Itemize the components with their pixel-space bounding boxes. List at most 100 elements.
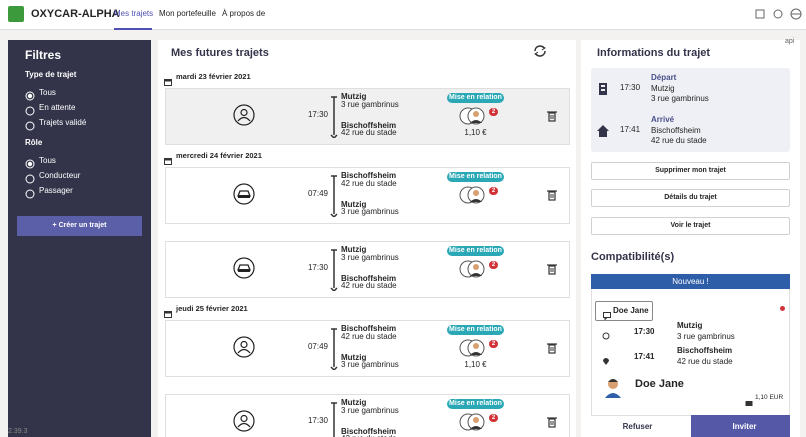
trip-summary <box>591 68 790 152</box>
icon-part <box>25 159 35 169</box>
radio-button[interactable] <box>25 103 35 116</box>
icon-part <box>25 91 35 101</box>
nav-tab[interactable]: Mon portefeuille <box>159 9 216 18</box>
icon-part <box>233 336 255 358</box>
icon-part <box>240 108 248 117</box>
icon-part <box>547 111 557 122</box>
nav-tab[interactable]: À propos de <box>222 9 266 18</box>
radio-button[interactable] <box>25 186 35 199</box>
icon-part <box>27 93 33 99</box>
window-icons[interactable] <box>755 7 805 21</box>
radio-label: En attente <box>39 103 76 112</box>
action-button[interactable] <box>591 162 790 180</box>
icon-part <box>459 339 485 357</box>
active-tab-underline <box>114 28 152 30</box>
delete-icon[interactable] <box>547 188 557 201</box>
from-city: Bischoffsheim <box>341 324 397 333</box>
chip[interactable] <box>595 301 653 321</box>
filter-label: Type de trajet <box>25 70 77 79</box>
summary-city: Mutzig <box>651 84 675 93</box>
create-trip-label: + Créer un trajet <box>52 222 107 229</box>
delete-icon[interactable] <box>547 262 557 275</box>
icon-part <box>164 311 172 318</box>
icon-part <box>548 265 556 275</box>
icon-part <box>330 249 338 293</box>
chip-label: Doe Jane <box>613 306 649 315</box>
summary-label: Départ <box>651 73 677 82</box>
icon-part <box>237 116 251 122</box>
trip-card[interactable] <box>165 167 570 224</box>
trip-card[interactable] <box>165 394 570 437</box>
icon-part <box>473 111 479 117</box>
icon-part <box>470 352 482 355</box>
create-trip-button[interactable] <box>17 216 142 236</box>
app-name: OXYCAR-ALPHA <box>31 8 120 20</box>
accept-button[interactable] <box>691 415 790 437</box>
icon-part <box>233 410 255 432</box>
radio-button[interactable] <box>25 118 35 131</box>
trip-time: 07:49 <box>307 342 328 351</box>
status-label: Mise en relation <box>449 173 502 180</box>
trip-time: 17:30 <box>307 263 328 272</box>
compat-title: Compatibilité(s) <box>591 251 675 263</box>
reject-button[interactable] <box>591 415 691 437</box>
icon-part <box>603 312 611 318</box>
refresh-icon[interactable] <box>533 45 547 57</box>
icon-part <box>473 264 479 270</box>
radio-button[interactable] <box>25 156 35 169</box>
trip-time: 17:30 <box>307 110 328 119</box>
avatars <box>459 413 487 431</box>
match-arrival-icon <box>602 352 610 365</box>
icon-part <box>233 336 255 358</box>
action-button[interactable] <box>591 189 790 207</box>
icon-part <box>473 417 479 423</box>
radio-button[interactable] <box>25 88 35 101</box>
count-badge <box>489 108 498 116</box>
icon-part <box>601 85 605 87</box>
departure-icon <box>597 82 609 95</box>
count-badge <box>489 261 498 269</box>
icon-part <box>605 379 621 398</box>
icon-part <box>25 189 35 199</box>
icon-part <box>25 174 35 184</box>
icon-part <box>237 348 251 354</box>
reject-label: Refuser <box>622 422 653 431</box>
status-label: Mise en relation <box>449 247 502 254</box>
to-city: Bischoffsheim <box>341 427 397 436</box>
radio-button[interactable] <box>25 171 35 184</box>
count-badge <box>489 340 498 348</box>
icon-part <box>238 269 250 272</box>
action-button[interactable] <box>591 217 790 235</box>
delete-icon[interactable] <box>547 415 557 428</box>
trip-time: 17:30 <box>307 416 328 425</box>
icon-part <box>331 402 337 404</box>
icon-part <box>459 107 485 125</box>
icon-part <box>547 190 557 201</box>
to-street: 42 rue du stade <box>341 128 397 137</box>
details-title: Informations du trajet <box>597 47 711 59</box>
count-label: 2 <box>491 188 496 194</box>
icon-part <box>164 158 172 161</box>
summary-city: Bischoffsheim <box>651 126 701 135</box>
avatars <box>459 260 487 278</box>
match-departure-icon <box>602 327 610 340</box>
delete-icon[interactable] <box>547 341 557 354</box>
status-dot <box>780 306 785 311</box>
summary-time: 17:30 <box>620 83 641 92</box>
to-street: 3 rue gambrinus <box>341 360 399 369</box>
icon-part <box>548 418 556 428</box>
new-banner <box>591 274 790 289</box>
icon-part <box>755 9 765 19</box>
icon-part <box>330 175 338 219</box>
action-label: Détails du trajet <box>664 194 717 201</box>
summary-label: Arrivé <box>651 115 675 124</box>
nav-tab[interactable]: Mes trajets <box>114 9 154 18</box>
icon-part <box>164 158 172 165</box>
top-bar <box>0 0 806 30</box>
delete-icon[interactable] <box>547 109 557 122</box>
to-street: 42 rue du stade <box>341 434 397 437</box>
icon-part <box>548 344 556 354</box>
trip-icon <box>233 410 255 432</box>
icon-part <box>25 189 35 199</box>
icon-part <box>25 174 35 184</box>
